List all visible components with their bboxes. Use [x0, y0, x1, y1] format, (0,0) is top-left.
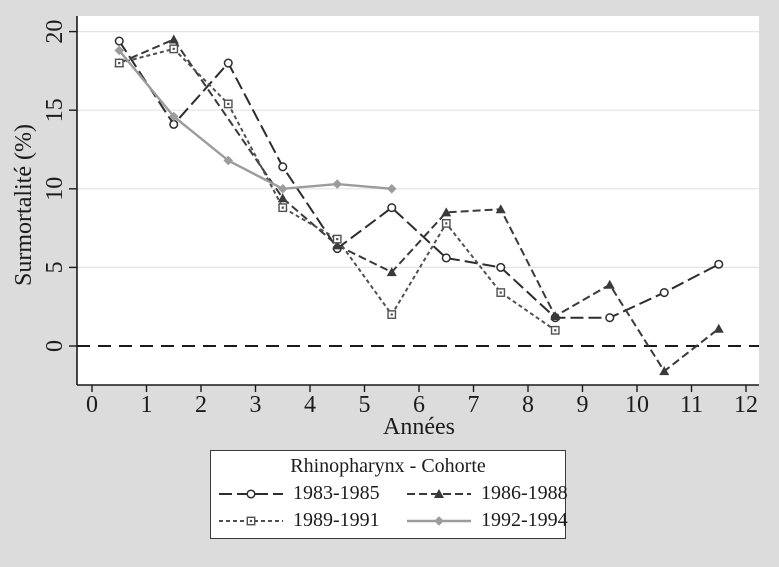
x-tick-label: 6 [413, 392, 425, 418]
diamond-marker-icon [386, 184, 397, 194]
circle-marker-icon [496, 262, 506, 272]
square-marker-dot-icon [499, 291, 502, 294]
x-tick-label: 0 [86, 392, 98, 418]
y-axis-title: Surmortalité (%) [11, 124, 37, 286]
triangle-marker-icon [434, 488, 444, 498]
x-tick-label: 4 [304, 392, 316, 418]
diamond-marker-icon [168, 111, 179, 122]
legend-swatch-circle [219, 488, 283, 499]
square-marker-dot-icon [445, 222, 448, 225]
square-marker-dot-icon [281, 206, 284, 209]
triangle-marker-icon [713, 323, 724, 333]
y-tick-label: 20 [42, 20, 68, 44]
series-line-1986-1988 [118, 38, 720, 373]
legend-label: 1983-1985 [293, 482, 380, 504]
circle-marker-icon [659, 288, 669, 298]
x-tick-label: 11 [680, 392, 703, 418]
y-tick-label: 5 [42, 261, 68, 273]
plot-area [77, 16, 759, 385]
x-tick-label: 7 [468, 392, 480, 418]
x-tick-label: 8 [522, 392, 534, 418]
diamond-marker-icon [434, 515, 444, 526]
x-tick-label: 3 [250, 392, 262, 418]
legend-entry: 1986-1988 [406, 480, 568, 507]
circle-marker-icon [714, 259, 724, 269]
x-tick-label: 9 [577, 392, 589, 418]
y-tick-label: 15 [42, 98, 68, 122]
triangle-marker-icon [495, 204, 506, 214]
legend-entry: 1983-1985 [218, 480, 406, 507]
circle-marker-icon [169, 119, 179, 129]
legend-swatch-triangle [407, 488, 471, 498]
diamond-marker-icon [277, 184, 288, 194]
legend-swatch-diamond [407, 515, 471, 526]
legend-label: 1989-1991 [293, 509, 380, 531]
square-marker-dot-icon [118, 61, 121, 65]
legend-entry: 1992-1994 [406, 507, 568, 534]
legend-entry: 1989-1991 [218, 507, 406, 534]
series-1989-1991 [114, 44, 560, 335]
circle-marker-icon [278, 162, 288, 172]
diamond-marker-icon [223, 155, 234, 166]
diamond-marker-icon [332, 179, 343, 189]
legend-label: 1992-1994 [481, 509, 568, 531]
circle-marker-icon [114, 36, 124, 46]
legend-swatch-square [219, 516, 283, 525]
legend-label: 1986-1988 [481, 482, 568, 504]
series-line-1983-1985 [118, 40, 720, 319]
square-marker-dot-icon [227, 102, 230, 106]
legend-title: Rhinopharynx - Cohorte [290, 455, 486, 477]
y-tick-label: 0 [42, 340, 68, 352]
x-axis-title: Années [383, 414, 455, 440]
triangle-marker-icon [550, 311, 561, 321]
square-marker-dot-icon [336, 238, 339, 241]
circle-marker-icon [605, 313, 615, 323]
triangle-marker-icon [332, 240, 343, 250]
x-tick-label: 1 [141, 392, 153, 418]
legend: Rhinopharynx - Cohorte 1983-1985 1986-19… [210, 450, 568, 539]
legend-grid: 1983-1985 1986-1988 1989-1991 1992-1994 [211, 480, 568, 534]
x-tick-label: 2 [195, 392, 207, 418]
triangle-marker-icon [386, 267, 397, 277]
square-marker-dot-icon [172, 47, 175, 50]
circle-marker-icon [441, 253, 451, 263]
triangle-marker-icon [659, 366, 670, 376]
x-tick-label: 12 [734, 392, 758, 418]
triangle-marker-icon [441, 207, 452, 217]
series-line-1992-1994 [118, 49, 392, 191]
series-1986-1988 [114, 34, 724, 376]
series-1992-1994 [114, 45, 397, 194]
circle-marker-icon [387, 203, 397, 213]
x-tick-label: 10 [625, 392, 649, 418]
x-tick-label: 5 [359, 392, 371, 418]
triangle-marker-icon [277, 193, 288, 203]
square-marker-dot-icon [554, 329, 557, 332]
square-marker-dot-icon [390, 313, 393, 316]
diamond-marker-icon [114, 45, 125, 56]
circle-marker-icon [246, 488, 256, 499]
y-tick-label: 10 [42, 177, 68, 201]
square-marker-dot-icon [249, 519, 253, 522]
triangle-marker-icon [168, 34, 179, 44]
circle-marker-icon [223, 58, 233, 68]
triangle-marker-icon [604, 279, 615, 289]
